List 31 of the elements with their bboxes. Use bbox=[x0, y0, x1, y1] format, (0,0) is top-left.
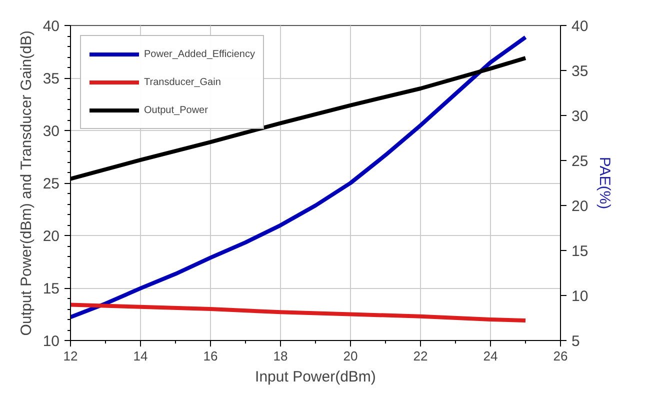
line-series bbox=[70, 35, 528, 320]
x-tick-label: 24 bbox=[483, 348, 498, 364]
y-tick-label: 25 bbox=[42, 176, 60, 192]
x-tick-label: 14 bbox=[133, 348, 148, 364]
legend-label: Output_Power bbox=[144, 104, 208, 116]
y-tick-label: 40 bbox=[42, 18, 60, 35]
x-tick-label: 18 bbox=[273, 348, 288, 364]
y-axis-title: Output Power(dBm) and Transducer Gain(dB) bbox=[18, 30, 35, 336]
y2-tick-label: 40 bbox=[572, 18, 588, 35]
line-series bbox=[70, 302, 528, 323]
y-tick-label: 30 bbox=[42, 123, 60, 140]
y2-tick-label: 25 bbox=[572, 153, 588, 170]
x-tick-label: 20 bbox=[343, 348, 358, 364]
x-tick-label: 22 bbox=[413, 348, 428, 364]
x-axis-title: Input Power(dBm) bbox=[255, 368, 376, 386]
x-tick-label: 12 bbox=[63, 348, 78, 364]
y2-tick-label: 15 bbox=[572, 243, 588, 260]
y2-tick-label: 5 bbox=[572, 333, 580, 350]
legend-label: Power_Added_Efficiency bbox=[144, 48, 255, 60]
y-tick-label: 10 bbox=[42, 333, 60, 350]
x-tick-label: 26 bbox=[553, 348, 568, 364]
y2-tick-label: 10 bbox=[572, 288, 588, 305]
y2-tick-label: 35 bbox=[572, 63, 588, 80]
legend-label: Transducer_Gain bbox=[144, 76, 221, 88]
y-tick-label: 35 bbox=[42, 70, 60, 88]
y2-tick-label: 20 bbox=[572, 198, 588, 215]
y-tick-label: 20 bbox=[42, 228, 60, 245]
y2-tick-label: 30 bbox=[572, 108, 588, 125]
x-tick-label: 16 bbox=[203, 348, 218, 364]
y-tick-label: 15 bbox=[42, 280, 60, 298]
y2-axis-title: PAE(%) bbox=[596, 156, 614, 210]
